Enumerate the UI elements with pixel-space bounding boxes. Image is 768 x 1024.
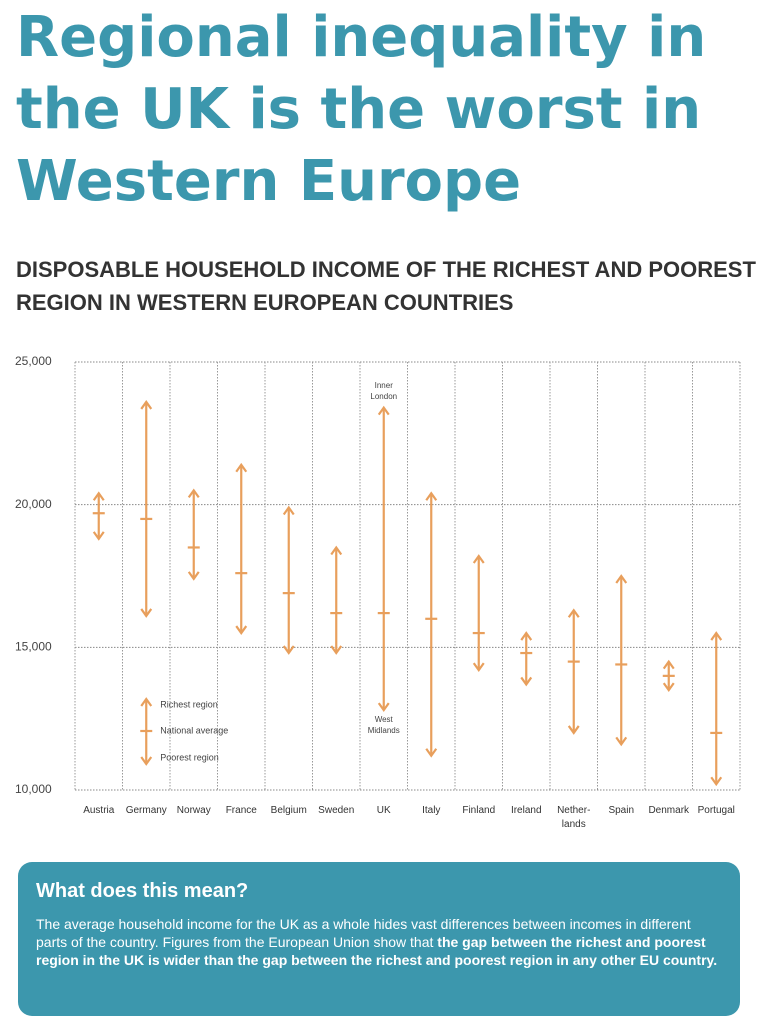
poorest-arrowhead [187, 571, 200, 581]
x-tick-label: Germany [125, 805, 167, 816]
y-tick-label: 15,000 [15, 640, 52, 654]
poorest-arrowhead [425, 748, 438, 758]
richest-arrowhead [92, 491, 105, 501]
x-tick-label: Denmark [648, 805, 690, 816]
x-tick-label: Norway [176, 805, 211, 816]
y-tick-label: 10,000 [15, 782, 52, 796]
richest-arrowhead [472, 554, 485, 564]
x-tick-label: Belgium [270, 805, 307, 816]
richest-arrowhead [140, 400, 153, 410]
richest-arrowhead [567, 608, 580, 618]
poorest-arrowhead [92, 531, 105, 541]
info-text-bold: the gap between the richest and poorest … [36, 934, 718, 968]
richest-arrowhead [187, 488, 200, 499]
x-tick-label: Ireland [510, 805, 542, 816]
y-tick-label: 25,000 [15, 354, 52, 368]
x-tick-label: Finland [462, 805, 496, 816]
richest-arrowhead [425, 491, 438, 501]
chart-title: Regional inequality in the UK is the wor… [16, 5, 707, 214]
legend-label: Richest region [160, 699, 218, 709]
richest-arrowhead [710, 631, 723, 641]
x-tick-label: France [225, 805, 257, 816]
poorest-arrowhead [567, 725, 580, 735]
x-tick-label: UK [376, 805, 391, 816]
info-text-plain: The average household income for the UK … [36, 916, 691, 950]
x-tick-label: Austria [83, 805, 115, 816]
richest-arrowhead [282, 505, 295, 516]
poorest-arrowhead [140, 608, 153, 618]
info-heading: What does this mean? [36, 880, 249, 902]
x-tick-label: Italy [422, 805, 441, 816]
richest-arrowhead [330, 545, 343, 556]
richest-arrowhead [615, 574, 628, 584]
x-tick-label: Portugal [697, 805, 735, 816]
x-tick-label: Sweden [318, 805, 355, 816]
poorest-arrowhead [710, 776, 723, 787]
richest-arrowhead [235, 462, 248, 473]
poorest-arrowhead [472, 662, 485, 673]
annotation: West Midlands [367, 715, 400, 736]
legend-symbol [140, 756, 153, 766]
poorest-arrowhead [330, 645, 343, 655]
poorest-arrowhead [615, 736, 628, 747]
poorest-arrowhead [377, 702, 390, 712]
info-text: The average household income for the UK … [36, 915, 722, 969]
poorest-arrowhead [662, 682, 675, 693]
poorest-arrowhead [282, 645, 295, 655]
x-tick-label: Spain [608, 805, 635, 816]
legend-symbol [140, 697, 153, 707]
poorest-arrowhead [520, 676, 533, 687]
x-tick-label: Nether-lands [557, 805, 591, 830]
richest-arrowhead [377, 405, 390, 416]
chart-subtitle: DISPOSABLE HOUSEHOLD INCOME OF THE RICHE… [16, 257, 756, 315]
poorest-arrowhead [235, 625, 248, 635]
legend-label: Poorest region [160, 752, 219, 762]
info-box: What does this mean? The average househo… [18, 862, 740, 1016]
richest-arrowhead [520, 631, 533, 641]
annotation: Inner London [370, 380, 398, 401]
legend-label: National average [160, 725, 228, 735]
richest-arrowhead [662, 659, 675, 670]
y-tick-label: 20,000 [15, 497, 52, 511]
